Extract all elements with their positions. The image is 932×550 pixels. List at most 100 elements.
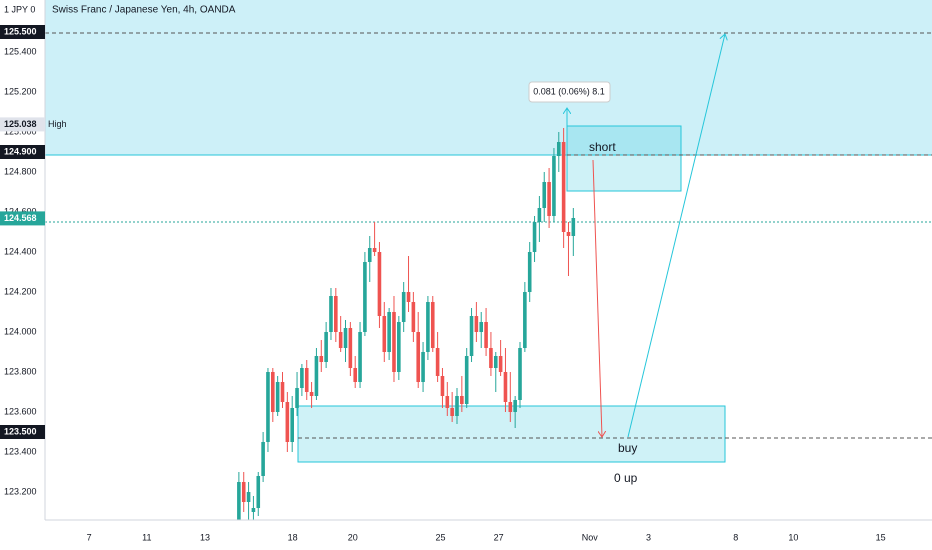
price-badge (0, 211, 45, 226)
x-tick-label: 13 (200, 532, 210, 542)
candle-body (430, 302, 435, 348)
candle-body (392, 312, 396, 372)
arrow-up (627, 34, 725, 438)
candle-body (474, 316, 479, 332)
candle-body (295, 388, 299, 408)
buy-label: buy (618, 441, 637, 455)
candle-body (503, 372, 508, 402)
price-badge-label: 125.038 (4, 119, 37, 129)
candle-body (493, 356, 498, 368)
candle-body (440, 376, 445, 396)
price-badge-note: High (48, 119, 67, 129)
candle-body (552, 156, 556, 216)
y-tick-label: 124.800 (4, 166, 37, 176)
x-tick-label: 15 (876, 532, 886, 542)
price-badge-label: 124.900 (4, 146, 37, 156)
candle-body (246, 492, 251, 502)
candle-body (372, 248, 377, 252)
y-tick-label: 125.200 (4, 86, 37, 96)
candle-body (237, 482, 241, 520)
candle-body (309, 392, 314, 396)
y-tick-label: 123.800 (4, 366, 37, 376)
candle-body (542, 182, 547, 208)
candle-body (523, 292, 527, 348)
x-tick-label: 3 (646, 532, 651, 542)
candle-body (450, 408, 454, 416)
candle-body (435, 348, 440, 376)
candle-body (527, 252, 532, 292)
candle-body (566, 232, 571, 236)
candle-body (416, 332, 421, 382)
candle-body (421, 352, 425, 382)
x-tick-label: 7 (87, 532, 92, 542)
x-tick-label: 11 (142, 532, 151, 542)
candle-body (532, 222, 537, 252)
y-tick-label: 124.600 (4, 206, 37, 216)
axis-label: 1 JPY 0 (4, 4, 35, 14)
x-tick-label: 8 (733, 532, 738, 542)
up-label: 0 up (614, 471, 638, 485)
x-tick-label: 25 (436, 532, 446, 542)
x-tick-label: Nov (582, 532, 599, 542)
short-box (566, 125, 682, 192)
candle-body (387, 312, 391, 352)
candle-body (397, 322, 401, 372)
candle-body (363, 262, 367, 332)
chart-title: Swiss Franc / Japanese Yen, 4h, OANDA (52, 5, 236, 16)
short-label: short (589, 140, 616, 154)
candle-body (329, 296, 333, 332)
candle-body (571, 218, 576, 236)
candle-body (334, 296, 338, 332)
candle-body (411, 302, 416, 332)
candle-body (358, 332, 362, 382)
measure-box (528, 81, 611, 103)
candle-body (508, 402, 513, 412)
candle-body (426, 302, 430, 352)
y-tick-label: 123.600 (4, 406, 37, 416)
measure-label: 0.081 (0.06%) 8.1 (533, 86, 605, 96)
x-tick-label: 20 (348, 532, 358, 542)
candle-body (377, 252, 382, 316)
candle-body (401, 292, 406, 322)
candle-body (314, 356, 319, 396)
candle-body (406, 292, 411, 302)
candle-body (300, 368, 304, 388)
candle-body (271, 372, 275, 412)
candle-body (537, 208, 542, 222)
price-badge-label: 125.500 (4, 26, 37, 36)
y-tick-label: 123.200 (4, 486, 37, 496)
candle-body (367, 248, 372, 262)
candle-body (348, 328, 353, 368)
candle-body (479, 322, 484, 332)
candle-body (513, 400, 517, 412)
candle-body (241, 482, 246, 502)
candle-body (518, 348, 522, 400)
price-badge (0, 425, 45, 439)
price-badge (0, 117, 45, 132)
price-badge (0, 25, 45, 39)
candle-body (280, 382, 285, 402)
candle-body (455, 396, 459, 416)
arrow-down (592, 159, 602, 437)
zone (45, 0, 932, 155)
x-tick-label: 27 (494, 532, 504, 542)
candle-body (498, 356, 503, 372)
y-tick-label: 124.000 (4, 326, 37, 336)
candle-body (285, 402, 290, 442)
candle-body (484, 322, 488, 348)
candle-body (256, 476, 261, 508)
candle-body (561, 142, 566, 232)
candle-body (275, 382, 280, 412)
price-badge-label: 124.568 (4, 213, 37, 223)
x-tick-label: 10 (788, 532, 798, 542)
candle-body (460, 396, 464, 404)
y-tick-label: 124.400 (4, 246, 37, 256)
candle-body (266, 372, 270, 442)
candle-body (261, 442, 265, 476)
candle-body (353, 368, 358, 382)
candle-body (290, 408, 294, 442)
candle-body (556, 142, 561, 156)
candle-body (469, 316, 474, 356)
candle-body (445, 396, 450, 408)
